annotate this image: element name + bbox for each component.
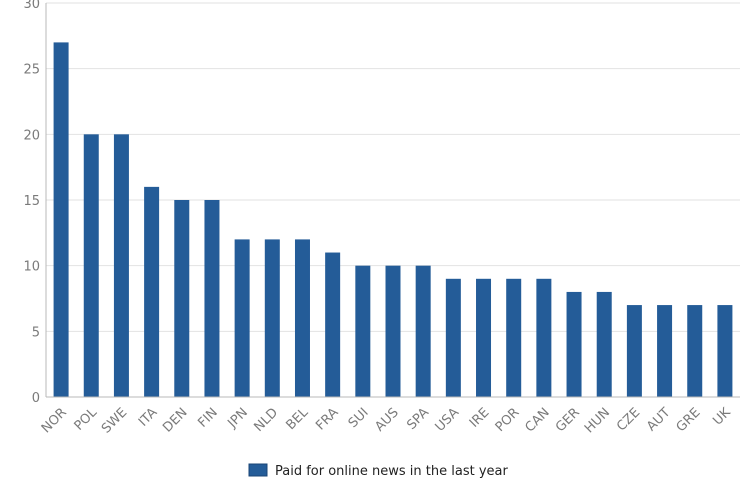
x-tick-label: GER: [553, 405, 583, 435]
bar-series: [53, 42, 733, 398]
bar: [113, 134, 129, 397]
bar: [234, 239, 250, 397]
x-tick-label: GRE: [674, 405, 704, 435]
legend-swatch: [248, 463, 268, 477]
x-tick-label: HUN: [582, 405, 613, 436]
x-tick-label: USA: [433, 405, 463, 435]
bar: [657, 305, 673, 397]
x-tick-label: ITA: [136, 405, 161, 430]
y-tick-label: 0: [32, 391, 40, 406]
x-tick-label: POL: [72, 405, 101, 434]
x-tick-label: NOR: [39, 405, 70, 436]
x-tick-label: AUT: [644, 405, 673, 434]
bar: [144, 186, 160, 397]
bar: [325, 252, 341, 397]
bar: [626, 305, 642, 397]
bar: [445, 278, 461, 397]
y-tick-label: 30: [23, 0, 40, 12]
x-tick-label: BEL: [283, 405, 311, 433]
x-tick-label: SUI: [346, 405, 372, 431]
bar: [385, 265, 401, 397]
bar: [53, 42, 69, 398]
bar: [355, 265, 371, 397]
bar: [717, 305, 733, 397]
y-axis: 0 5 10 15 20 25 30: [23, 0, 47, 406]
grid-lines: [46, 2, 740, 332]
x-tick-label: IRE: [467, 405, 493, 431]
legend: Paid for online news in the last year: [248, 463, 508, 479]
bar: [566, 291, 582, 397]
bar: [83, 134, 99, 397]
bar: [596, 291, 612, 397]
y-tick-label: 25: [23, 63, 40, 78]
x-tick-label: FRA: [313, 405, 341, 433]
x-tick-label: POR: [493, 405, 523, 435]
x-tick-label: FIN: [195, 405, 220, 430]
x-tick-label: CZE: [614, 405, 643, 434]
y-tick-label: 15: [23, 194, 40, 209]
bar: [506, 278, 522, 397]
bar: [415, 265, 431, 397]
bar: [174, 200, 190, 397]
x-tick-label: AUS: [372, 405, 401, 434]
x-tick-label: UK: [710, 405, 734, 429]
x-tick-label: SPA: [404, 405, 432, 433]
bar: [204, 200, 220, 397]
bar: [264, 239, 280, 397]
y-tick-label: 10: [23, 260, 40, 275]
y-tick-label: 20: [23, 128, 40, 143]
legend-label: Paid for online news in the last year: [275, 464, 508, 479]
x-tick-label: JPN: [225, 405, 251, 431]
bar: [294, 239, 310, 397]
x-tick-label: CAN: [523, 405, 553, 435]
x-tick-label: NLD: [251, 405, 281, 435]
bar: [687, 305, 703, 397]
bar: [476, 278, 492, 397]
y-tick-label: 5: [32, 325, 40, 340]
bar: [536, 278, 552, 397]
x-tick-label: DEN: [160, 405, 190, 435]
x-tick-label: SWE: [99, 405, 130, 436]
